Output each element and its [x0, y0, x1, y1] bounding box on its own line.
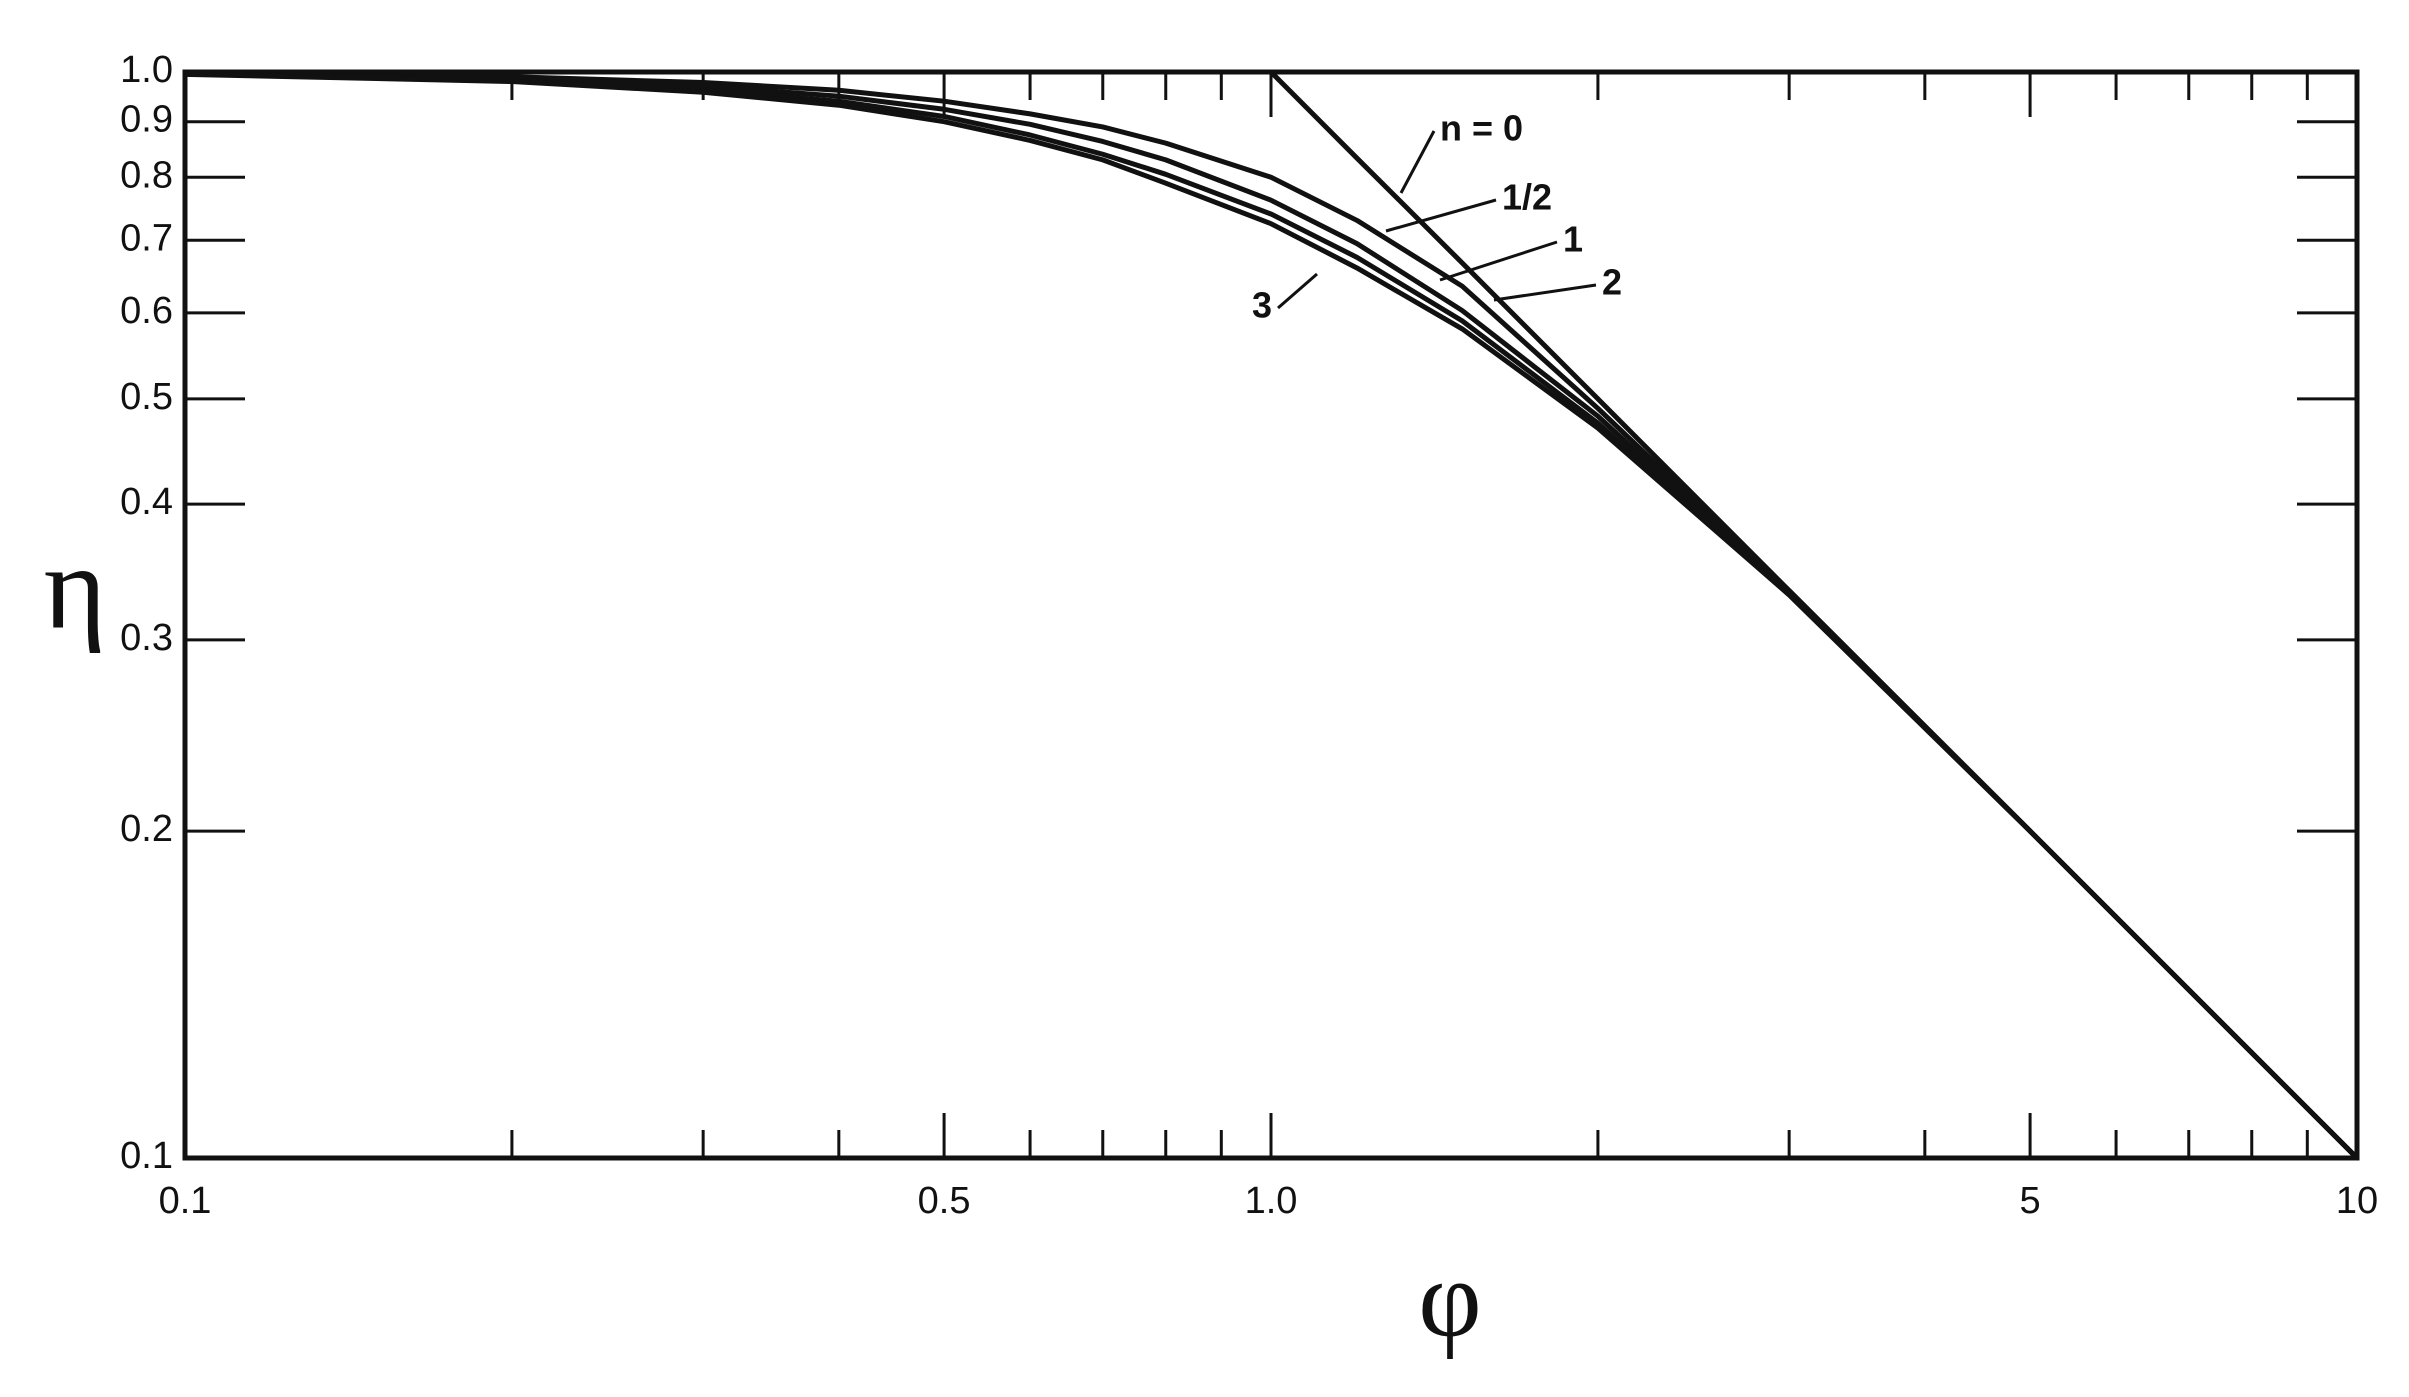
curve-label: 1/2: [1502, 177, 1552, 218]
x-tick-label: 10: [2336, 1180, 2378, 1222]
label-leader: [1277, 272, 1318, 310]
x-axis-label: φ: [1418, 1237, 1482, 1359]
series-line: [184, 70, 2359, 1160]
x-tick-label: 0.1: [159, 1180, 212, 1222]
y-tick-label: 0.2: [120, 808, 173, 850]
y-tick-label: 0.6: [120, 290, 173, 332]
plot-frame: [182, 69, 2360, 1161]
y-tick-label: 0.5: [120, 376, 173, 418]
series-line: [184, 70, 2359, 1160]
y-tick-label: 1.0: [120, 49, 173, 91]
x-tick-label: 0.5: [918, 1180, 971, 1222]
y-tick-label: 0.3: [120, 617, 173, 659]
series-line: [185, 69, 2359, 1160]
curve-label: 1: [1563, 219, 1583, 260]
y-axis-label: η: [44, 521, 107, 654]
label-leader: [1493, 283, 1597, 302]
curve-label: 2: [1602, 262, 1622, 303]
label-leader: [1385, 198, 1497, 233]
x-tick-label: 1.0: [1245, 1180, 1298, 1222]
label-leader: [1399, 130, 1436, 194]
curve-label: 3: [1252, 285, 1272, 326]
curve-label: n = 0: [1440, 108, 1523, 149]
label-leader: [1439, 240, 1558, 282]
y-tick-label: 0.4: [120, 481, 173, 523]
y-tick-label: 0.1: [120, 1135, 173, 1177]
series-line: [184, 71, 2359, 1160]
y-tick-label: 0.7: [120, 217, 173, 259]
series-line: [184, 71, 2359, 1160]
y-tick-label: 0.8: [120, 154, 173, 196]
x-tick-label: 5: [2020, 1180, 2041, 1222]
y-tick-label: 0.9: [120, 99, 173, 141]
